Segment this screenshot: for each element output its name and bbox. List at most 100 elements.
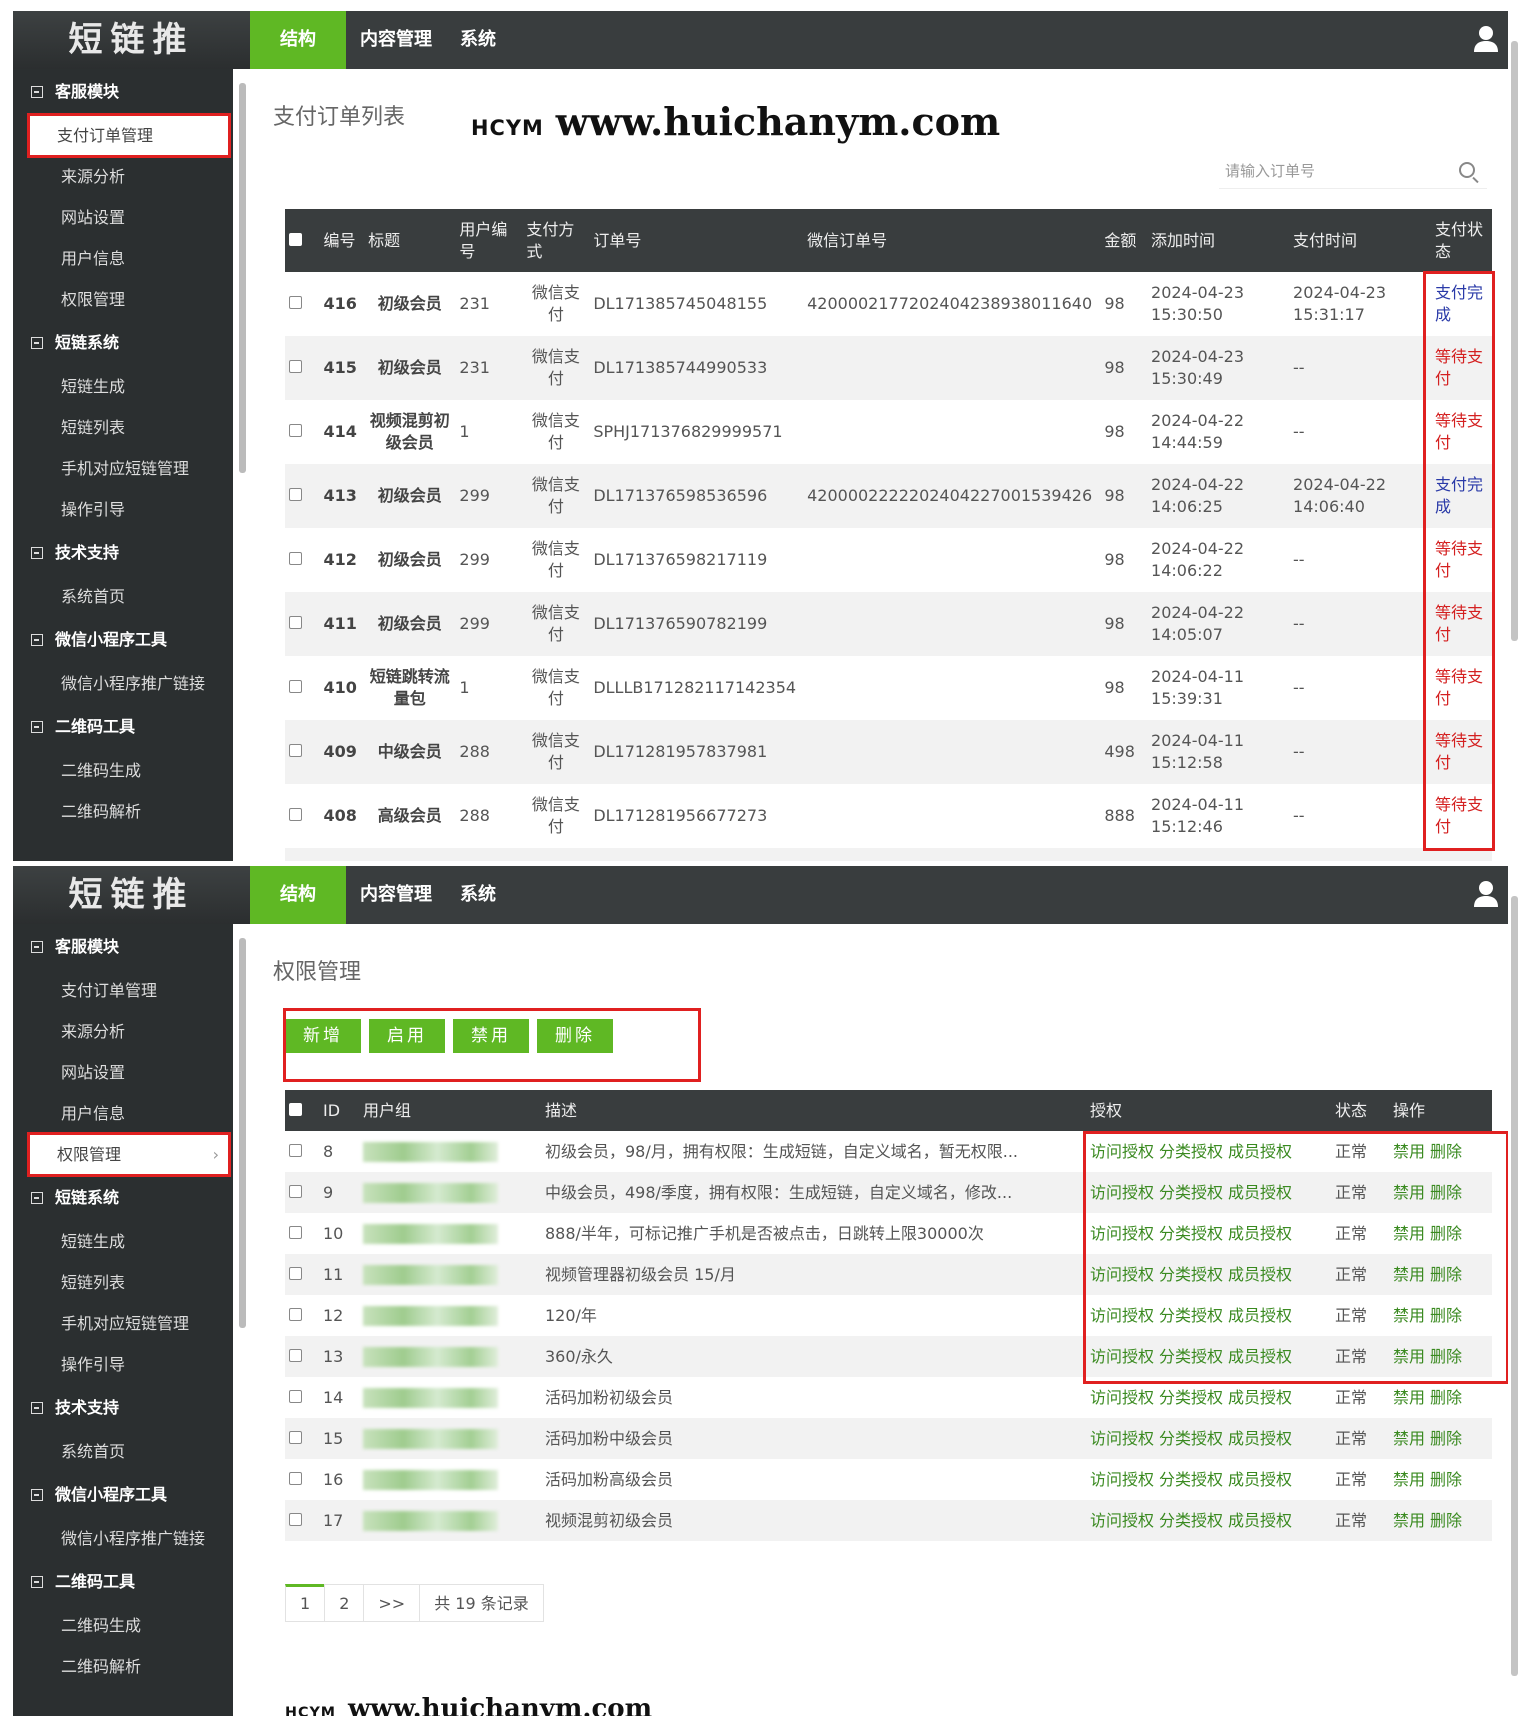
cell-order[interactable] bbox=[589, 848, 804, 861]
sidebar-scrollbar[interactable] bbox=[236, 69, 248, 861]
auth-link[interactable]: 分类授权 bbox=[1159, 1182, 1224, 1202]
search-input[interactable]: 请输入订单号 bbox=[1219, 153, 1487, 189]
auth-link[interactable]: 分类授权 bbox=[1159, 1141, 1224, 1161]
sidebar-item[interactable]: 短链列表 bbox=[13, 1262, 233, 1303]
auth-link[interactable]: 分类授权 bbox=[1159, 1469, 1224, 1489]
sidebar-item[interactable]: 网站设置 bbox=[13, 1052, 233, 1093]
auth-link[interactable]: 成员授权 bbox=[1228, 1428, 1293, 1448]
table-row[interactable]: 416 初级会员 231 微信支付 DL171385745048155 420000217… bbox=[285, 272, 1492, 336]
sidebar-item[interactable]: 系统首页 bbox=[13, 1431, 233, 1472]
page-scrollbar[interactable] bbox=[1508, 11, 1521, 861]
cell-order[interactable]: DLLLB171282117142354 bbox=[589, 656, 803, 720]
auth-link[interactable]: 分类授权 bbox=[1159, 1264, 1224, 1284]
sidebar-item[interactable]: 支付订单管理 bbox=[27, 113, 231, 158]
row-checkbox[interactable] bbox=[289, 1430, 302, 1444]
delete-link[interactable]: 删除 bbox=[1430, 1387, 1463, 1407]
auth-link[interactable]: 成员授权 bbox=[1228, 1305, 1293, 1325]
enable-button[interactable]: 启用 bbox=[369, 1019, 445, 1053]
row-checkbox[interactable] bbox=[289, 1471, 302, 1485]
table-row[interactable]: 415 初级会员 231 微信支付 DL171385744990533 98 2024-04… bbox=[285, 336, 1492, 400]
collapse-icon[interactable] bbox=[31, 721, 43, 733]
auth-link[interactable]: 成员授权 bbox=[1228, 1223, 1293, 1243]
delete-link[interactable]: 删除 bbox=[1430, 1182, 1463, 1202]
sidebar-item[interactable]: 微信小程序推广链接 bbox=[13, 1518, 233, 1559]
auth-link[interactable]: 成员授权 bbox=[1228, 1469, 1293, 1489]
sidebar-group[interactable]: 二维码工具 bbox=[13, 704, 233, 750]
row-checkbox[interactable] bbox=[289, 1389, 302, 1403]
row-checkbox[interactable] bbox=[289, 744, 302, 757]
collapse-icon[interactable] bbox=[31, 941, 43, 953]
row-checkbox[interactable] bbox=[289, 1348, 302, 1362]
delete-link[interactable]: 删除 bbox=[1430, 1223, 1463, 1243]
nav-tab[interactable]: 结构 bbox=[250, 866, 346, 924]
nav-tab[interactable]: 结构 bbox=[250, 11, 346, 69]
table-row[interactable]: 13 360/永久 访问授权 分类授权 成员授权 正常 禁用 删除 bbox=[285, 1336, 1492, 1377]
sidebar-item[interactable]: 短链生成 bbox=[13, 366, 233, 407]
table-row[interactable]: 9 中级会员，498/季度，拥有权限：生成短链，自定义域名，修改... 访问授权 分类… bbox=[285, 1172, 1492, 1213]
delete-link[interactable]: 删除 bbox=[1430, 1469, 1463, 1489]
disable-link[interactable]: 禁用 bbox=[1393, 1305, 1426, 1325]
auth-link[interactable]: 访问授权 bbox=[1090, 1141, 1155, 1161]
user-icon[interactable] bbox=[1473, 880, 1499, 908]
collapse-icon[interactable] bbox=[31, 1489, 43, 1501]
auth-link[interactable]: 分类授权 bbox=[1159, 1428, 1224, 1448]
delete-link[interactable]: 删除 bbox=[1430, 1510, 1463, 1530]
delete-link[interactable]: 删除 bbox=[1430, 1346, 1463, 1366]
row-checkbox[interactable] bbox=[289, 488, 302, 501]
auth-link[interactable]: 成员授权 bbox=[1228, 1141, 1293, 1161]
app-logo[interactable]: 短链推 bbox=[13, 11, 250, 69]
collapse-icon[interactable] bbox=[31, 86, 43, 98]
cell-order[interactable]: DL171281957837981 bbox=[589, 720, 804, 784]
table-row[interactable]: 413 初级会员 299 微信支付 DL171376598536596 420000222… bbox=[285, 464, 1492, 528]
row-checkbox[interactable] bbox=[289, 1143, 302, 1157]
row-checkbox[interactable] bbox=[289, 424, 302, 437]
row-checkbox[interactable] bbox=[289, 1225, 302, 1239]
sidebar-item[interactable]: 权限管理 bbox=[13, 279, 233, 320]
auth-link[interactable]: 分类授权 bbox=[1159, 1346, 1224, 1366]
cell-order[interactable]: DL171281956677273 bbox=[589, 784, 803, 848]
row-checkbox[interactable] bbox=[289, 680, 302, 693]
sidebar-item[interactable]: 微信小程序推广链接 bbox=[13, 663, 233, 704]
row-checkbox[interactable] bbox=[289, 1184, 302, 1198]
collapse-icon[interactable] bbox=[31, 1192, 43, 1204]
sidebar-group[interactable]: 短链系统 bbox=[13, 1175, 233, 1221]
auth-link[interactable]: 成员授权 bbox=[1228, 1182, 1293, 1202]
cell-order[interactable]: DL171385745048155 bbox=[589, 272, 803, 336]
cell-order[interactable]: DL171376590782199 bbox=[589, 592, 804, 656]
table-row[interactable]: 414 视频混剪初级会员 1 微信支付 SPHJ171376829999571 98 202… bbox=[285, 400, 1492, 464]
table-row[interactable]: 12 120/年 访问授权 分类授权 成员授权 正常 禁用 删除 bbox=[285, 1295, 1492, 1336]
sidebar-group[interactable]: 短链系统 bbox=[13, 320, 233, 366]
disable-link[interactable]: 禁用 bbox=[1393, 1182, 1426, 1202]
sidebar-group[interactable]: 客服模块 bbox=[13, 69, 233, 115]
add-button[interactable]: 新增 bbox=[285, 1019, 361, 1053]
delete-link[interactable]: 删除 bbox=[1430, 1428, 1463, 1448]
row-checkbox[interactable] bbox=[289, 808, 302, 821]
cell-order[interactable]: DL171376598217119 bbox=[589, 528, 803, 592]
user-icon[interactable] bbox=[1473, 25, 1499, 53]
auth-link[interactable]: 访问授权 bbox=[1090, 1387, 1155, 1407]
page-button[interactable]: 1 bbox=[285, 1584, 326, 1622]
auth-link[interactable]: 访问授权 bbox=[1090, 1346, 1155, 1366]
app-logo[interactable]: 短链推 bbox=[13, 866, 250, 924]
sidebar-item[interactable]: 用户信息 bbox=[13, 1093, 233, 1134]
page-button[interactable]: 2 bbox=[324, 1584, 365, 1622]
auth-link[interactable]: 访问授权 bbox=[1090, 1305, 1155, 1325]
select-all-checkbox[interactable] bbox=[289, 232, 302, 246]
disable-link[interactable]: 禁用 bbox=[1393, 1223, 1426, 1243]
auth-link[interactable]: 访问授权 bbox=[1090, 1223, 1155, 1243]
table-row[interactable]: 17 视频混剪初级会员 访问授权 分类授权 成员授权 正常 禁用 删除 bbox=[285, 1500, 1492, 1541]
sidebar-item[interactable]: 短链列表 bbox=[13, 407, 233, 448]
table-row[interactable]: 10 888/半年，可标记推广手机是否被点击，日跳转上限30000次 访问授权 分类授… bbox=[285, 1213, 1492, 1254]
row-checkbox[interactable] bbox=[289, 1266, 302, 1280]
collapse-icon[interactable] bbox=[31, 1576, 43, 1588]
row-checkbox[interactable] bbox=[289, 552, 302, 565]
scrollbar-thumb[interactable] bbox=[1511, 896, 1518, 1676]
sidebar-group[interactable]: 微信小程序工具 bbox=[13, 617, 233, 663]
disable-link[interactable]: 禁用 bbox=[1393, 1428, 1426, 1448]
sidebar-item[interactable]: 手机对应短链管理 bbox=[13, 448, 233, 489]
sidebar-item[interactable]: 二维码解析 bbox=[13, 1646, 233, 1687]
cell-order[interactable]: SPHJ171376829999571 bbox=[589, 400, 803, 464]
table-row[interactable]: 8 初级会员，98/月，拥有权限：生成短链，自定义域名，暂无权限... 访问授权 分类… bbox=[285, 1131, 1492, 1172]
row-checkbox[interactable] bbox=[289, 616, 302, 629]
sidebar-item[interactable]: 网站设置 bbox=[13, 197, 233, 238]
